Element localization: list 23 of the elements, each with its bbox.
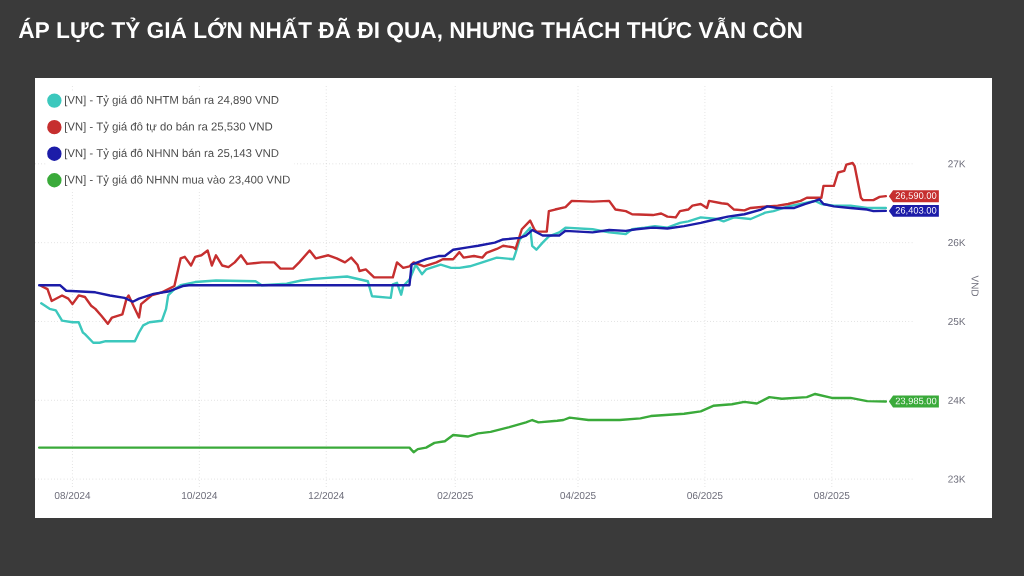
legend-label: [VN] - Tỷ giá đô tự do bán ra 25,530 VND [65,121,273,133]
data-label: 26,403.00 [895,207,937,215]
y-tick-label: 27K [948,160,966,168]
data-label: 23,985.00 [895,397,937,406]
line-series [37,392,888,454]
y-tick-label: 25K [948,317,966,326]
x-tick-label: 08/2025 [814,491,850,500]
x-tick-label: 08/2024 [54,491,91,500]
line-series [40,161,888,326]
x-tick-label: 06/2025 [687,491,723,500]
legend-label: [VN] - Tỷ giá đô NHNN mua vào 23,400 VND [65,174,290,186]
data-label: 26,590.00 [895,192,937,200]
legend-label: [VN] - Tỷ giá đô NHNN bán ra 25,143 VND [65,148,279,160]
x-tick-label: 04/2025 [560,491,596,500]
x-tick-label: 02/2025 [437,491,473,500]
x-tick-label: 10/2024 [182,491,218,500]
chart-title: ÁP LỰC TỶ GIÁ LỚN NHẤT ĐÃ ĐI QUA, NHƯNG THÁCH THỨC VẪN CÒN [18,17,802,43]
x-tick-label: 12/2024 [308,491,345,500]
y-tick-label: 26K [948,239,966,247]
legend-label: [VN] - Tỷ giá đô NHTM bán ra 24,890 VND [65,95,279,107]
y-axis-title: VND [971,275,979,297]
y-tick-label: 23K [948,475,966,483]
y-tick-label: 24K [948,396,966,404]
